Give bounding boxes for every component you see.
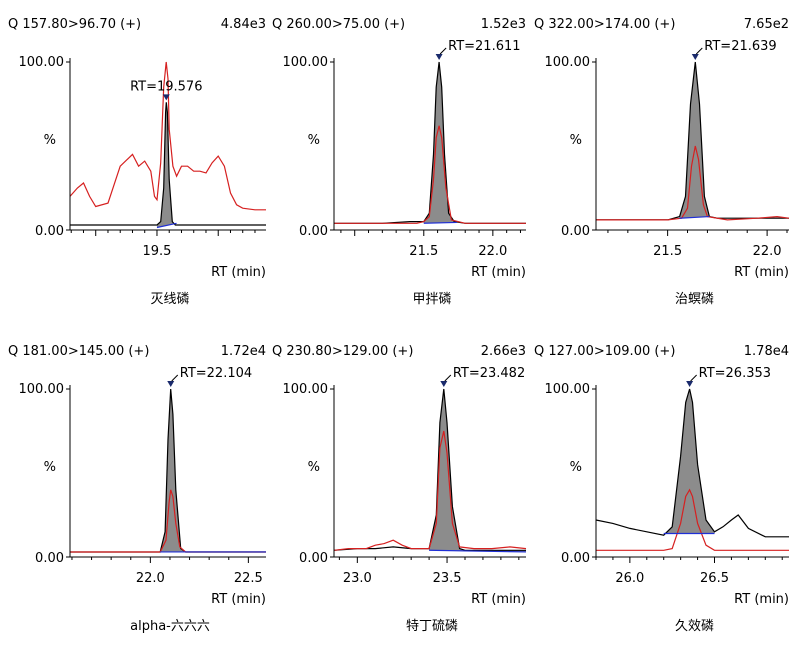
x-tick-label: 22.0 [478,244,507,259]
intensity-label: 2.66e3 [481,344,526,359]
y-axis-label: % [44,460,56,475]
integration-baseline [156,222,177,229]
rt-label: RT=22.104 [180,366,252,381]
peak-area [429,389,526,552]
y-tick-label: 100.00 [283,382,329,397]
x-tick-label: 22.0 [136,571,165,586]
transition-label: Q 181.00>145.00 (+) [8,344,149,359]
transition-label: Q 322.00>174.00 (+) [534,17,675,32]
rt-leader-line [171,374,179,382]
x-axis-label: RT (min) [471,592,526,607]
quant-trace [595,388,789,538]
y-tick-label: 100.00 [283,55,329,70]
y-tick-label: 0.00 [35,224,64,239]
qualifier-trace [596,488,789,551]
rt-label: RT=21.611 [448,39,520,54]
peak-marker [162,94,170,101]
rt-leader-line [695,47,703,55]
peak-area [663,389,715,536]
qualifier-trace [333,430,527,551]
y-tick-label: 100.00 [545,55,591,70]
compound-name: 治螟磷 [675,292,714,307]
intensity-label: 1.72e4 [221,344,266,359]
qualifier-trace [334,125,526,224]
x-tick-label: 26.5 [700,571,729,586]
integration-baseline [679,215,710,219]
rt-label: RT=23.482 [453,366,525,381]
rt-label: RT=19.576 [130,79,202,94]
x-tick-label: 22.0 [753,244,782,259]
x-tick-label: 19.5 [142,244,171,259]
intensity-label: 1.52e3 [481,17,526,32]
transition-label: Q 260.00>75.00 (+) [272,17,405,32]
y-axis-label: % [570,460,582,475]
x-tick-label: 23.0 [343,571,372,586]
peak-area [423,62,457,224]
chromatogram-panel: Q 157.80>96.70 (+) 4.84e3 100.00 0.00% 19.5 R… [8,17,266,307]
chromatogram-panel: Q 127.00>109.00 (+) 1.78e4 100.00 0.00% 26.0… [534,344,789,634]
y-tick-label: 0.00 [299,224,328,239]
y-axis-label: % [44,133,56,148]
qualifier-trace [69,61,266,211]
peak-marker [435,54,443,60]
peak-marker [440,381,448,387]
compound-name: alpha-六六六 [130,619,210,634]
intensity-label: 1.78e4 [744,344,789,359]
x-axis-label: RT (min) [211,265,266,280]
compound-name: 灭线磷 [150,292,189,307]
y-tick-label: 0.00 [35,551,64,566]
x-axis-label: RT (min) [734,265,789,280]
x-tick-label: 23.5 [433,571,462,586]
chromatogram-panel: Q 181.00>145.00 (+) 1.72e4 100.00 0.00% 22.0… [8,344,266,634]
y-tick-label: 0.00 [561,551,590,566]
transition-label: Q 127.00>109.00 (+) [534,344,675,359]
chromatogram-panel: Q 322.00>174.00 (+) 7.65e2 100.00 0.00% 21.5… [534,17,790,307]
rt-leader-line [690,374,697,382]
quant-trace [70,102,266,226]
transition-label: Q 157.80>96.70 (+) [8,17,141,32]
integration-baseline [429,549,527,553]
peak-marker [167,381,175,387]
x-tick-label: 22.5 [234,571,263,586]
x-axis-label: RT (min) [211,592,266,607]
intensity-label: 4.84e3 [221,17,266,32]
x-tick-label: 26.0 [615,571,644,586]
rt-leader-line [444,374,452,382]
rt-label: RT=26.353 [699,366,771,381]
quant-trace [334,61,526,224]
intensity-label: 7.65e2 [744,17,789,32]
compound-name: 甲拌磷 [412,292,451,307]
y-axis-label: % [308,460,320,475]
x-axis-label: RT (min) [734,592,789,607]
chromatogram-panel: Q 230.80>129.00 (+) 2.66e3 100.00 0.00% 23.0… [272,344,527,634]
y-tick-label: 100.00 [19,382,65,397]
quant-trace [333,388,526,551]
peak-area [156,102,177,228]
transition-label: Q 230.80>129.00 (+) [272,344,413,359]
qualifier-trace [596,145,790,221]
chromatogram-panel: Q 260.00>75.00 (+) 1.52e3 100.00 0.00% 21.5 2… [272,17,526,307]
rt-leader-line [439,47,447,55]
y-tick-label: 100.00 [545,382,591,397]
y-axis-label: % [308,133,320,148]
compound-name: 久效磷 [675,619,714,634]
peak-marker [686,381,694,387]
y-tick-label: 0.00 [299,551,328,566]
x-axis-label: RT (min) [471,265,526,280]
y-axis-label: % [570,133,582,148]
x-tick-label: 21.5 [653,244,682,259]
peak-area [160,389,266,552]
peak-area [679,62,710,219]
integration-baseline [423,221,457,224]
rt-label: RT=21.639 [704,39,776,54]
y-tick-label: 0.00 [561,224,590,239]
compound-name: 特丁硫磷 [406,619,458,634]
y-tick-label: 100.00 [19,55,65,70]
peak-marker [691,54,699,60]
x-tick-label: 21.5 [409,244,438,259]
